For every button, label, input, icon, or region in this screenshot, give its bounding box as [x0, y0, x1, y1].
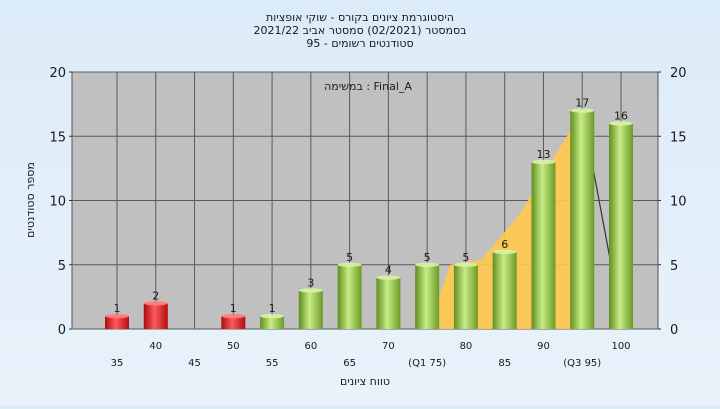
bar [570, 110, 595, 329]
y-tick-label-right: 20 [670, 66, 687, 81]
y-axis-left: 0 5 10 15 20 [49, 66, 72, 338]
bar-top [453, 262, 478, 267]
bar-top [609, 121, 634, 126]
bar-value-label: 13 [536, 148, 550, 161]
bar-top [105, 313, 129, 319]
y-axis-title: מספר סטודנטים [24, 162, 37, 238]
bar-value-label: 6 [501, 238, 508, 251]
title-line-3: סטודנטים רשומים - 95 [306, 37, 413, 50]
bar [453, 264, 478, 329]
bar-value-label: 5 [462, 251, 469, 264]
bar [221, 316, 246, 329]
bar-value-label: 5 [346, 251, 353, 264]
bar-value-label: 3 [307, 276, 314, 289]
bar [143, 303, 168, 329]
title-line-1: היסטוגרמת ציונים בקורס - שוקי אופציות [266, 11, 454, 24]
x-tick-label: 90 [537, 341, 550, 352]
y-tick-label-left: 5 [58, 259, 66, 274]
bar-top [337, 262, 362, 267]
x-tick-label: 40 [149, 341, 162, 352]
x-tick-label: 35 [111, 358, 124, 369]
bar [298, 290, 323, 329]
x-tick-label: (Q3 95) [563, 358, 601, 369]
y-tick-label-left: 20 [49, 66, 66, 81]
bar-top [376, 275, 401, 280]
y-tick-label-left: 10 [49, 195, 66, 210]
bar-top [260, 313, 285, 319]
bar [337, 264, 362, 329]
x-tick-label: 100 [611, 341, 630, 352]
bar-top [531, 159, 556, 165]
x-tick-label: 50 [227, 341, 240, 352]
x-tick-label: (Q1 75) [408, 358, 446, 369]
bar-value-label: 1 [230, 302, 237, 315]
chart-title: היסטוגרמת ציונים בקורס - שוקי אופציות בס… [253, 11, 466, 50]
x-tick-label: 80 [460, 341, 473, 352]
bar [260, 316, 285, 329]
y-tick-label-right: 10 [670, 195, 687, 210]
bar-top [492, 249, 517, 255]
bar [105, 316, 129, 329]
bar [609, 123, 634, 330]
bar-top [221, 313, 246, 319]
bar-top [298, 288, 323, 293]
x-tick-label: 70 [382, 341, 395, 352]
bar-top [570, 108, 595, 113]
bar-value-label: 2 [152, 289, 159, 302]
bar-value-label: 1 [114, 302, 121, 315]
y-tick-label-right: 15 [670, 130, 687, 145]
x-axis: 35 40 45 50 55 60 65 70 (Q1 75) 80 85 90 (Q3 95) 100 [111, 341, 631, 369]
bar-value-label: 1 [269, 302, 276, 315]
x-axis-title: טווח ציונים [340, 375, 390, 388]
y-axis-right: 0 5 10 15 20 [658, 66, 687, 338]
chart-annotation: במשימה : Final_A [324, 80, 412, 93]
x-tick-label: 60 [304, 341, 317, 352]
y-tick-label-right: 5 [670, 259, 678, 274]
x-tick-label: 85 [498, 358, 511, 369]
bar-top [415, 262, 440, 267]
bars [105, 108, 634, 330]
bar-value-label: 17 [575, 97, 589, 110]
bar [415, 264, 440, 329]
y-tick-label-left: 15 [49, 130, 66, 145]
title-line-2: בסמסטר (02/2021) סמסטר אביב 2021/22 [253, 24, 466, 37]
y-tick-label-left: 0 [58, 323, 66, 338]
x-tick-label: 45 [188, 358, 201, 369]
bar-top [143, 301, 168, 306]
bar-value-label: 4 [385, 264, 392, 277]
bar-value-label: 16 [614, 109, 628, 122]
x-tick-label: 55 [266, 358, 279, 369]
bar-value-label: 5 [424, 251, 431, 264]
bar [531, 161, 556, 329]
x-tick-label: 65 [343, 358, 356, 369]
y-tick-label-right: 0 [670, 323, 678, 338]
bar [492, 251, 517, 329]
bar [376, 277, 401, 329]
